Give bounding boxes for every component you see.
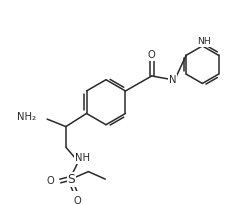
Text: S: S xyxy=(68,173,75,186)
Text: O: O xyxy=(73,196,81,204)
Text: N: N xyxy=(169,75,176,85)
Text: NH₂: NH₂ xyxy=(17,112,36,122)
Text: O: O xyxy=(148,50,156,60)
Text: NH: NH xyxy=(75,153,90,163)
Text: O: O xyxy=(47,176,55,186)
Text: NH: NH xyxy=(197,37,211,46)
